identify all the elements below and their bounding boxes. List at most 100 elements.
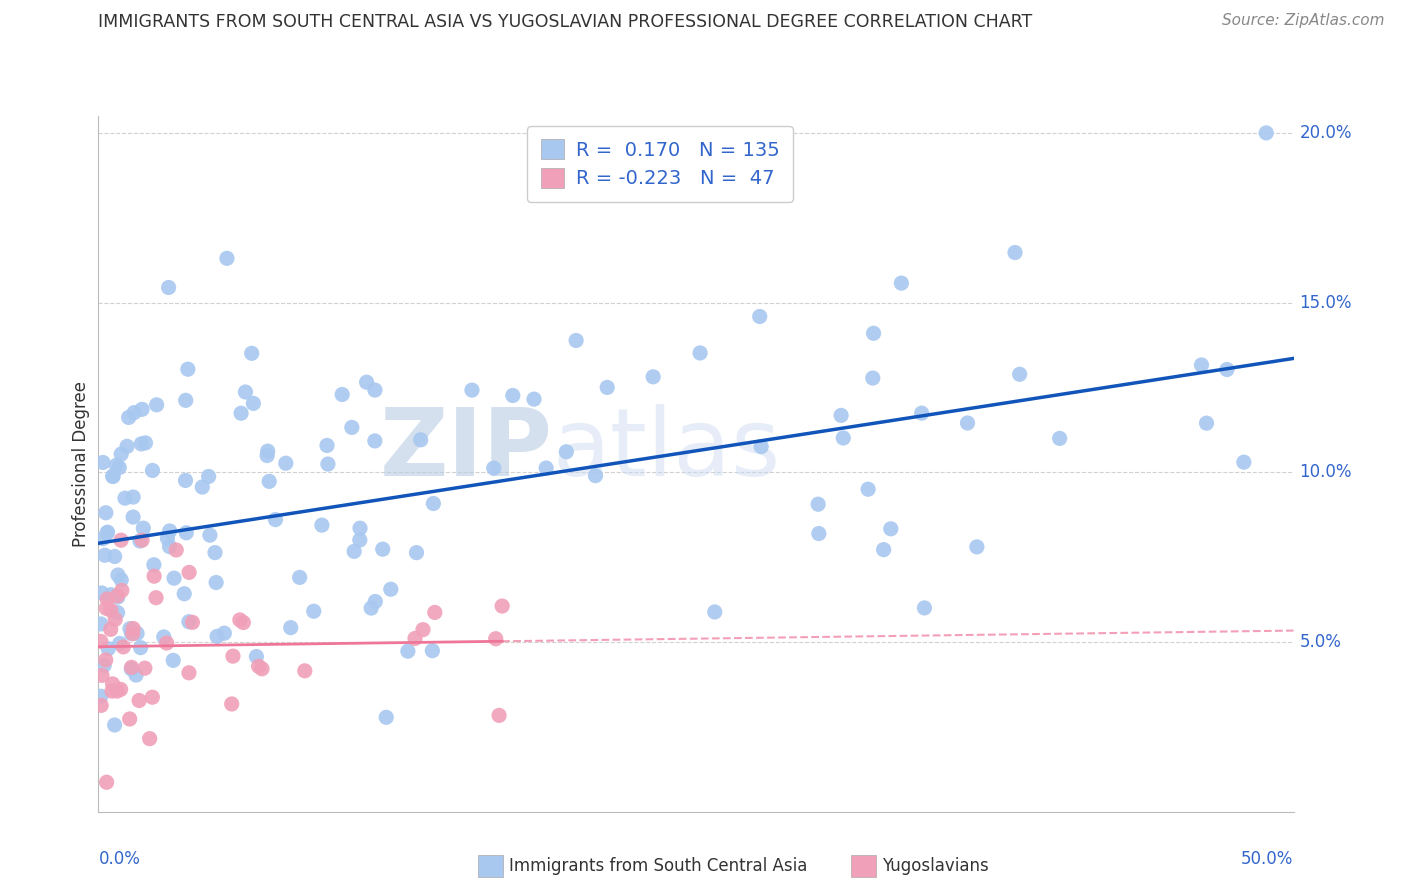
Point (703, 605, 725, 619)
Point (404, 632, 426, 646)
Point (174, 525, 197, 540)
Point (488, 708, 510, 723)
Point (122, 406, 145, 420)
Legend: R =  0.170   N = 135, R = -0.223   N =  47: R = 0.170 N = 135, R = -0.223 N = 47 (527, 126, 793, 202)
Point (145, 398, 167, 412)
Point (832, 431, 855, 445)
Point (132, 521, 155, 535)
Point (129, 640, 152, 655)
Point (221, 697, 243, 711)
Point (316, 457, 339, 471)
Point (247, 659, 270, 673)
Point (288, 570, 311, 584)
Point (256, 449, 278, 463)
Point (125, 668, 148, 682)
Point (360, 601, 382, 615)
Point (96, 525, 118, 540)
Point (872, 542, 894, 557)
Point (340, 420, 363, 434)
Point (122, 622, 145, 636)
Point (156, 636, 179, 650)
Point (523, 392, 546, 406)
Point (128, 693, 150, 707)
Point (1004, 245, 1026, 260)
Point (862, 371, 884, 385)
Point (115, 439, 138, 453)
Point (110, 573, 132, 587)
Point (1233, 455, 1256, 469)
Point (405, 546, 427, 560)
Point (862, 326, 884, 341)
Point (118, 410, 141, 425)
Point (294, 664, 316, 678)
Point (482, 461, 505, 475)
Point (181, 615, 204, 630)
Point (159, 524, 181, 538)
Text: IMMIGRANTS FROM SOUTH CENTRAL ASIA VS YUGOSLAVIAN PROFESSIONAL DEGREE CORRELATIO: IMMIGRANTS FROM SOUTH CENTRAL ASIA VS YU… (98, 13, 1032, 31)
Point (138, 731, 160, 746)
Point (177, 615, 200, 629)
Point (114, 491, 136, 505)
Point (177, 665, 200, 680)
Point (256, 444, 278, 458)
Point (91, 668, 114, 682)
Point (856, 482, 879, 496)
Point (121, 626, 143, 640)
Point (330, 387, 353, 401)
Point (163, 571, 186, 585)
Point (880, 522, 903, 536)
Text: 50.0%: 50.0% (1241, 850, 1294, 868)
Point (122, 490, 145, 504)
Point (94, 506, 117, 520)
Point (966, 540, 988, 554)
Point (101, 469, 124, 483)
Point (127, 626, 149, 640)
Point (107, 606, 129, 620)
Point (280, 621, 302, 635)
Point (749, 440, 772, 454)
Point (94, 548, 117, 562)
Point (912, 601, 935, 615)
Point (198, 528, 221, 542)
Point (596, 380, 619, 394)
Point (343, 544, 366, 558)
Point (112, 640, 135, 654)
Point (131, 533, 153, 548)
Point (141, 463, 163, 477)
Point (356, 375, 378, 389)
Point (177, 566, 200, 580)
Point (100, 588, 122, 602)
Point (118, 712, 141, 726)
Point (316, 438, 339, 452)
Point (830, 409, 852, 423)
Point (122, 510, 145, 524)
Point (104, 549, 127, 564)
Point (1049, 431, 1071, 445)
Text: 10.0%: 10.0% (1299, 463, 1353, 482)
Point (165, 543, 187, 558)
Point (229, 406, 252, 420)
Point (96, 592, 118, 607)
Point (101, 677, 124, 691)
Point (396, 644, 419, 658)
Point (120, 626, 142, 640)
Point (174, 474, 197, 488)
Point (107, 568, 129, 582)
Point (412, 623, 434, 637)
Text: atlas: atlas (553, 404, 780, 496)
Point (1195, 416, 1218, 430)
Text: Immigrants from South Central Asia: Immigrants from South Central Asia (509, 857, 807, 875)
Point (485, 632, 508, 646)
Point (245, 649, 267, 664)
Point (100, 623, 122, 637)
Point (349, 533, 371, 547)
Point (807, 526, 830, 541)
Point (364, 383, 387, 397)
Point (91, 532, 114, 546)
Point (104, 612, 127, 626)
Point (422, 643, 444, 657)
Point (90, 690, 112, 704)
Text: Yugoslavians: Yugoslavians (882, 857, 988, 875)
Point (105, 684, 128, 698)
Point (159, 540, 181, 554)
